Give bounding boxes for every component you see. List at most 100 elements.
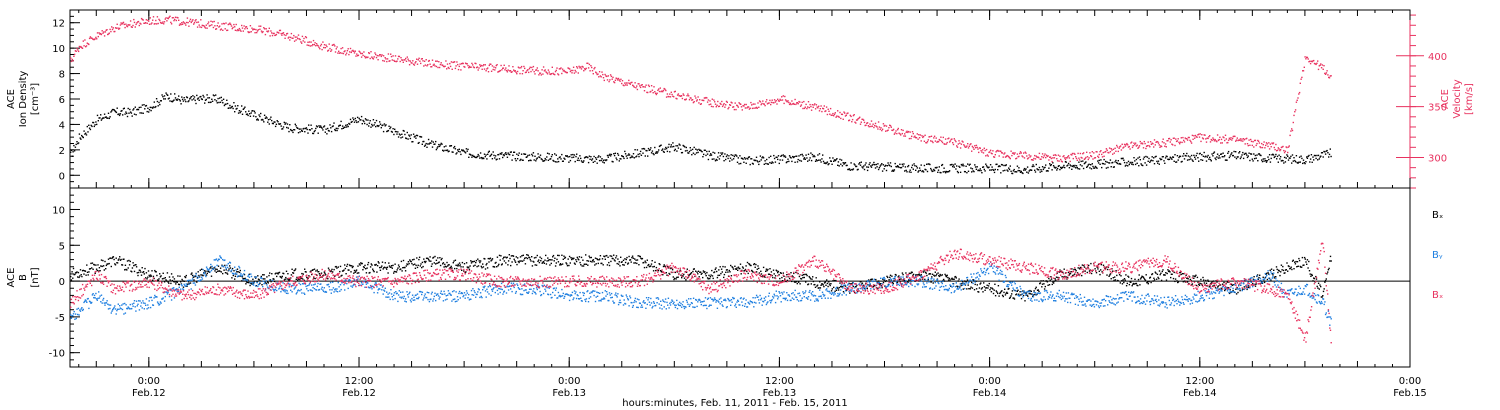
- data-point: [1037, 156, 1039, 158]
- data-point: [171, 101, 174, 103]
- data-point: [702, 156, 704, 158]
- data-point: [469, 66, 471, 68]
- data-point: [701, 151, 703, 153]
- data-point: [1065, 157, 1067, 159]
- data-point: [708, 103, 710, 106]
- data-point: [289, 39, 291, 41]
- data-point: [412, 264, 414, 266]
- left-axis-label: Ion Density: [18, 71, 29, 128]
- data-point: [514, 158, 516, 160]
- data-point: [1158, 163, 1160, 165]
- data-point: [1175, 161, 1177, 163]
- data-point: [404, 270, 407, 272]
- data-point: [1011, 290, 1014, 292]
- data-point: [1160, 279, 1163, 282]
- data-point: [884, 285, 886, 287]
- data-point: [592, 259, 595, 261]
- data-point: [1049, 279, 1051, 281]
- data-point: [421, 143, 423, 145]
- data-point: [167, 281, 169, 283]
- data-point: [952, 142, 954, 144]
- data-point: [718, 269, 720, 271]
- data-point: [399, 60, 401, 63]
- data-point: [873, 161, 875, 164]
- data-point: [920, 274, 922, 276]
- data-point: [534, 155, 536, 157]
- data-point: [1056, 167, 1059, 170]
- data-point: [785, 280, 787, 283]
- data-point: [1066, 165, 1068, 167]
- data-point: [393, 133, 395, 136]
- data-point: [978, 169, 981, 172]
- data-point: [142, 112, 144, 114]
- data-point: [1268, 142, 1270, 144]
- data-point: [451, 68, 453, 70]
- data-point: [385, 58, 387, 60]
- data-point: [586, 260, 588, 262]
- data-point: [1029, 289, 1031, 292]
- data-point: [463, 270, 465, 272]
- data-point: [595, 157, 597, 159]
- data-point: [207, 97, 209, 99]
- data-point: [509, 153, 511, 156]
- data-point: [86, 271, 89, 273]
- data-point: [1145, 155, 1147, 158]
- data-point: [486, 158, 488, 160]
- data-point: [395, 60, 397, 63]
- data-point: [710, 105, 713, 108]
- data-point: [397, 264, 400, 266]
- data-point: [552, 254, 555, 257]
- data-point: [1110, 148, 1112, 150]
- data-point: [521, 73, 524, 75]
- data-point: [1272, 154, 1275, 156]
- data-point: [877, 280, 880, 282]
- data-point: [1264, 147, 1266, 149]
- data-point: [410, 134, 412, 136]
- data-point: [514, 260, 516, 262]
- data-point: [838, 286, 840, 289]
- data-point: [639, 256, 641, 258]
- data-point: [479, 260, 482, 262]
- data-point: [1247, 155, 1249, 157]
- data-point: [864, 124, 866, 127]
- data-point: [869, 123, 871, 125]
- data-point: [762, 266, 765, 269]
- data-point: [565, 262, 567, 264]
- data-point: [163, 95, 166, 97]
- data-point: [327, 278, 329, 280]
- data-point: [690, 97, 692, 99]
- data-point: [98, 32, 100, 34]
- data-point: [262, 119, 264, 121]
- data-point: [794, 281, 796, 283]
- data-point: [799, 283, 801, 285]
- data-point: [969, 288, 971, 290]
- data-point: [165, 279, 167, 281]
- data-point: [144, 22, 147, 24]
- data-point: [142, 271, 145, 273]
- data-point: [132, 109, 134, 111]
- data-point: [304, 127, 307, 130]
- data-point: [355, 120, 357, 122]
- data-point: [859, 164, 862, 166]
- data-point: [1227, 141, 1229, 144]
- data-point: [1006, 292, 1009, 294]
- data-point: [1118, 147, 1120, 149]
- data-point: [655, 266, 658, 269]
- data-point: [875, 278, 877, 281]
- data-point: [1045, 154, 1048, 156]
- data-point: [563, 69, 565, 72]
- data-point: [834, 159, 836, 162]
- data-point: [367, 119, 369, 121]
- data-point: [1306, 156, 1308, 158]
- data-point: [901, 272, 904, 274]
- data-point: [366, 267, 368, 269]
- data-point: [1159, 157, 1161, 160]
- data-point: [100, 33, 103, 36]
- data-point: [1252, 141, 1254, 143]
- data-point: [894, 132, 896, 134]
- data-point: [1038, 169, 1040, 171]
- data-point: [133, 264, 135, 267]
- data-point: [617, 258, 619, 260]
- data-point: [1004, 288, 1006, 290]
- data-point: [620, 158, 622, 160]
